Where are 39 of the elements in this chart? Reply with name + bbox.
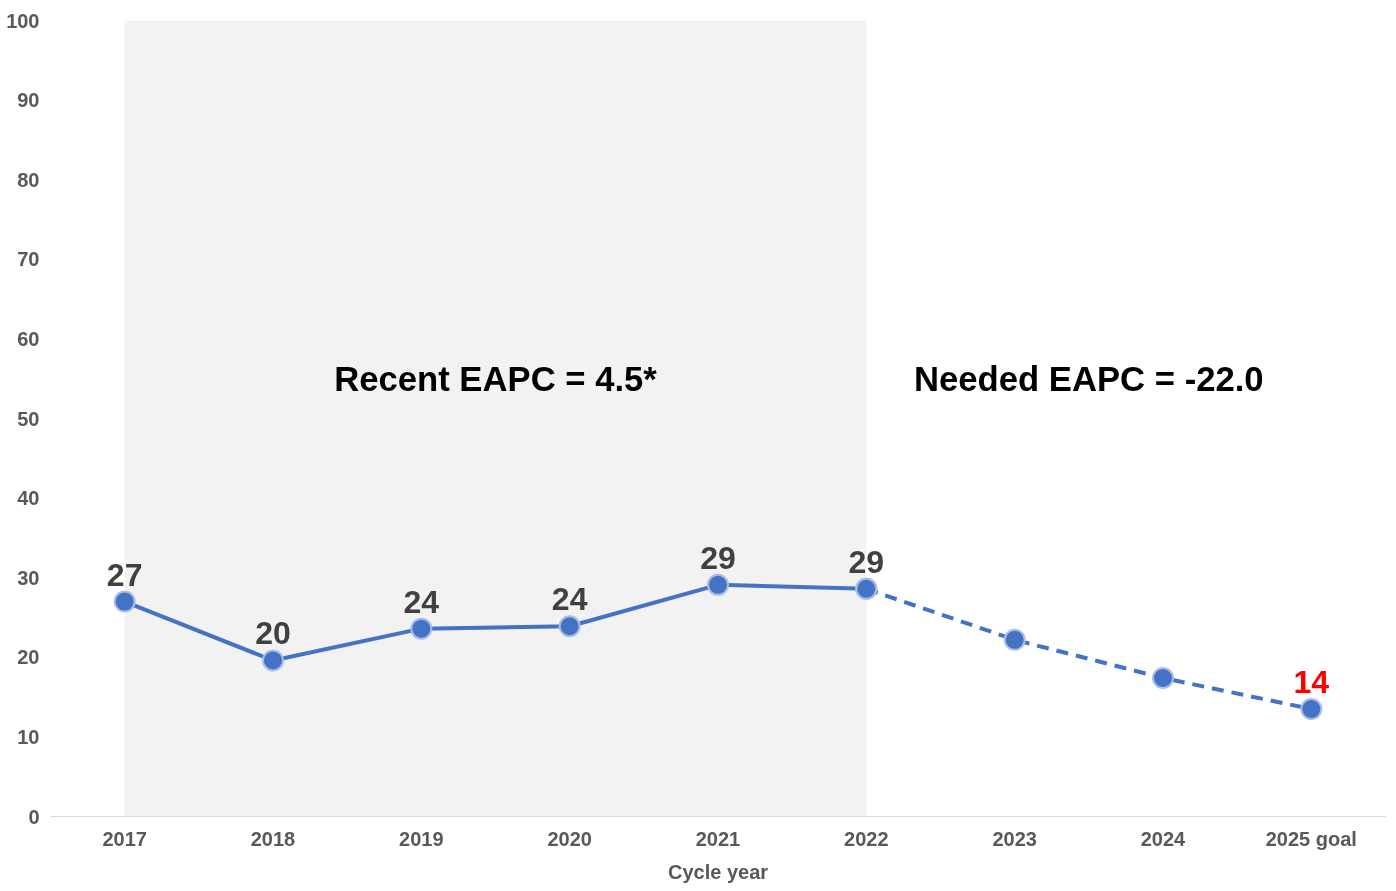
x-tick-label: 2019 [399, 827, 444, 850]
x-tick-label: 2025 goal [1265, 827, 1357, 850]
y-tick-label: 60 [17, 327, 40, 350]
x-tick-label: 2018 [250, 827, 296, 850]
point [1300, 698, 1323, 721]
annotation: Needed EAPC = -22.0 [914, 359, 1264, 398]
y-tick-label: 90 [17, 89, 40, 112]
point [558, 615, 581, 638]
x-tick-label: 2024 [1140, 827, 1187, 850]
annotation: Recent EAPC = 4.5* [334, 359, 658, 398]
y-tick-label: 0 [28, 805, 40, 828]
point [855, 577, 878, 600]
data-label: 20 [255, 615, 291, 652]
x-tick-label: 2022 [844, 827, 889, 850]
point [707, 573, 729, 596]
point [410, 617, 433, 640]
point [113, 590, 136, 613]
data-label: 14 [1293, 664, 1330, 701]
x-tick-label: 2017 [102, 827, 147, 850]
point [1152, 667, 1174, 689]
x-tick-label: 2023 [992, 827, 1037, 850]
data-label: 29 [700, 539, 736, 576]
data-label: 24 [551, 581, 588, 618]
point [1003, 628, 1026, 651]
y-tick-label: 10 [17, 725, 40, 748]
y-tick-label: 20 [17, 646, 40, 669]
y-tick-label: 70 [17, 248, 40, 271]
data-label: 24 [403, 583, 440, 620]
y-tick-label: 50 [17, 407, 40, 430]
y-tick-label: 30 [17, 566, 40, 589]
x-tick-label: 2021 [695, 827, 741, 850]
y-tick-label: 80 [17, 168, 40, 191]
data-label: 27 [106, 556, 143, 593]
point [262, 649, 284, 672]
x-axis-title: Cycle year [667, 860, 769, 883]
x-tick-label: 2020 [547, 827, 592, 850]
y-tick-label: 40 [17, 487, 40, 510]
data-label: 29 [848, 543, 885, 580]
y-tick-label: 100 [6, 9, 40, 32]
